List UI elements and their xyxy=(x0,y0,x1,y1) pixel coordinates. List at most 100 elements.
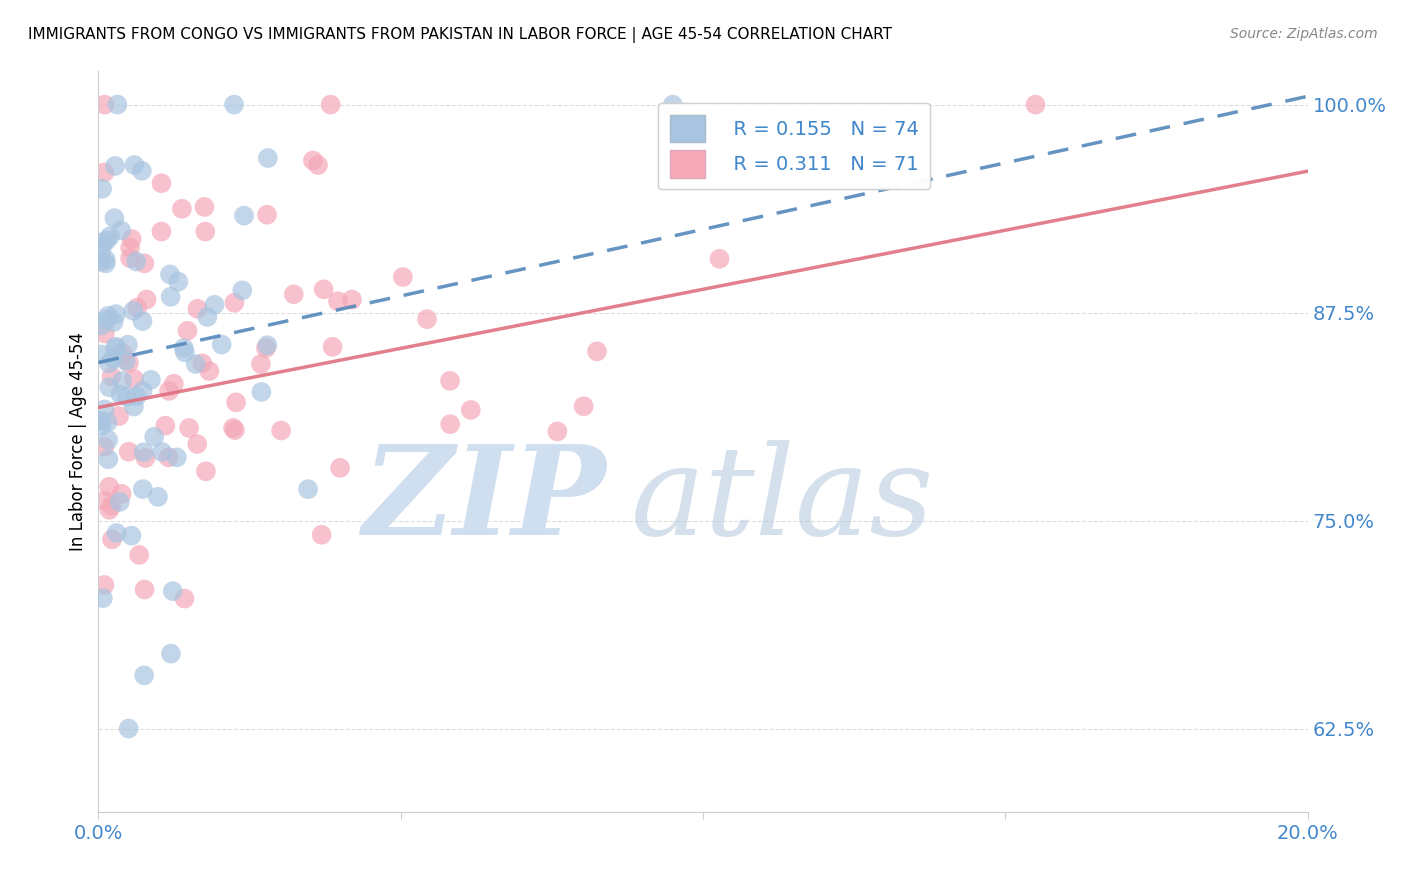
Point xyxy=(225,395,247,409)
Point xyxy=(173,341,195,355)
Point xyxy=(416,312,439,326)
Point xyxy=(166,450,188,465)
Point xyxy=(460,403,482,417)
Point xyxy=(104,307,127,321)
Point xyxy=(283,287,305,301)
Point xyxy=(159,268,181,282)
Point xyxy=(128,548,150,562)
Point xyxy=(186,301,208,316)
Point xyxy=(107,97,129,112)
Point xyxy=(101,533,124,547)
Point xyxy=(103,315,125,329)
Point xyxy=(439,374,461,388)
Point xyxy=(100,369,122,384)
Point xyxy=(122,372,145,386)
Point xyxy=(111,347,134,361)
Point xyxy=(184,357,207,371)
Point xyxy=(256,208,278,222)
Point xyxy=(204,298,226,312)
Point xyxy=(224,423,246,437)
Point xyxy=(118,444,141,458)
Text: IMMIGRANTS FROM CONGO VS IMMIGRANTS FROM PAKISTAN IN LABOR FORCE | AGE 45-54 COR: IMMIGRANTS FROM CONGO VS IMMIGRANTS FROM… xyxy=(28,27,893,43)
Point xyxy=(110,223,132,237)
Point xyxy=(1024,97,1046,112)
Point xyxy=(134,582,156,597)
Point xyxy=(250,357,273,371)
Point xyxy=(143,430,166,444)
Point xyxy=(96,234,118,248)
Point xyxy=(108,495,131,509)
Point xyxy=(115,390,138,404)
Point xyxy=(211,337,233,351)
Point xyxy=(322,340,344,354)
Point xyxy=(101,351,124,366)
Point xyxy=(709,252,731,266)
Text: ZIP: ZIP xyxy=(363,440,606,562)
Point xyxy=(93,578,115,592)
Point xyxy=(90,414,112,428)
Point xyxy=(90,242,112,256)
Point xyxy=(586,344,609,359)
Legend:   R = 0.155   N = 74,   R = 0.311   N = 71: R = 0.155 N = 74, R = 0.311 N = 71 xyxy=(658,103,931,189)
Point xyxy=(256,338,278,352)
Point xyxy=(98,480,121,494)
Point xyxy=(311,528,333,542)
Point xyxy=(134,450,156,465)
Point xyxy=(125,389,148,403)
Point xyxy=(91,182,114,196)
Point xyxy=(233,209,256,223)
Point xyxy=(198,364,221,378)
Point xyxy=(572,399,595,413)
Point xyxy=(173,591,195,606)
Point xyxy=(257,151,280,165)
Point xyxy=(191,356,214,370)
Point xyxy=(93,165,115,179)
Point xyxy=(173,345,195,359)
Point xyxy=(118,356,141,370)
Point xyxy=(111,374,134,388)
Point xyxy=(170,202,193,216)
Point xyxy=(224,295,246,310)
Point xyxy=(96,313,118,327)
Point xyxy=(176,324,198,338)
Point xyxy=(93,235,115,249)
Point xyxy=(93,402,115,417)
Point xyxy=(90,254,112,268)
Point xyxy=(98,356,121,370)
Point xyxy=(125,254,148,268)
Point xyxy=(131,163,153,178)
Point xyxy=(254,341,277,355)
Point xyxy=(104,341,127,355)
Point xyxy=(127,301,149,315)
Point xyxy=(110,487,132,501)
Point xyxy=(105,526,128,541)
Point xyxy=(159,290,181,304)
Point xyxy=(97,433,120,447)
Point xyxy=(661,97,683,112)
Point xyxy=(121,232,143,246)
Point xyxy=(194,464,217,478)
Point xyxy=(124,158,146,172)
Point xyxy=(146,490,169,504)
Point xyxy=(302,153,325,168)
Point xyxy=(177,421,200,435)
Point xyxy=(96,416,118,430)
Point xyxy=(329,460,352,475)
Point xyxy=(319,97,342,112)
Point xyxy=(97,452,120,467)
Point xyxy=(93,493,115,508)
Point xyxy=(340,293,363,307)
Point xyxy=(97,309,120,323)
Point xyxy=(297,482,319,496)
Point xyxy=(222,97,245,112)
Point xyxy=(134,668,156,682)
Point xyxy=(94,256,117,270)
Point xyxy=(93,440,115,454)
Point xyxy=(222,421,245,435)
Point xyxy=(132,482,155,496)
Point xyxy=(150,176,173,190)
Point xyxy=(194,225,217,239)
Point xyxy=(160,647,183,661)
Text: atlas: atlas xyxy=(630,440,934,562)
Point xyxy=(98,380,121,394)
